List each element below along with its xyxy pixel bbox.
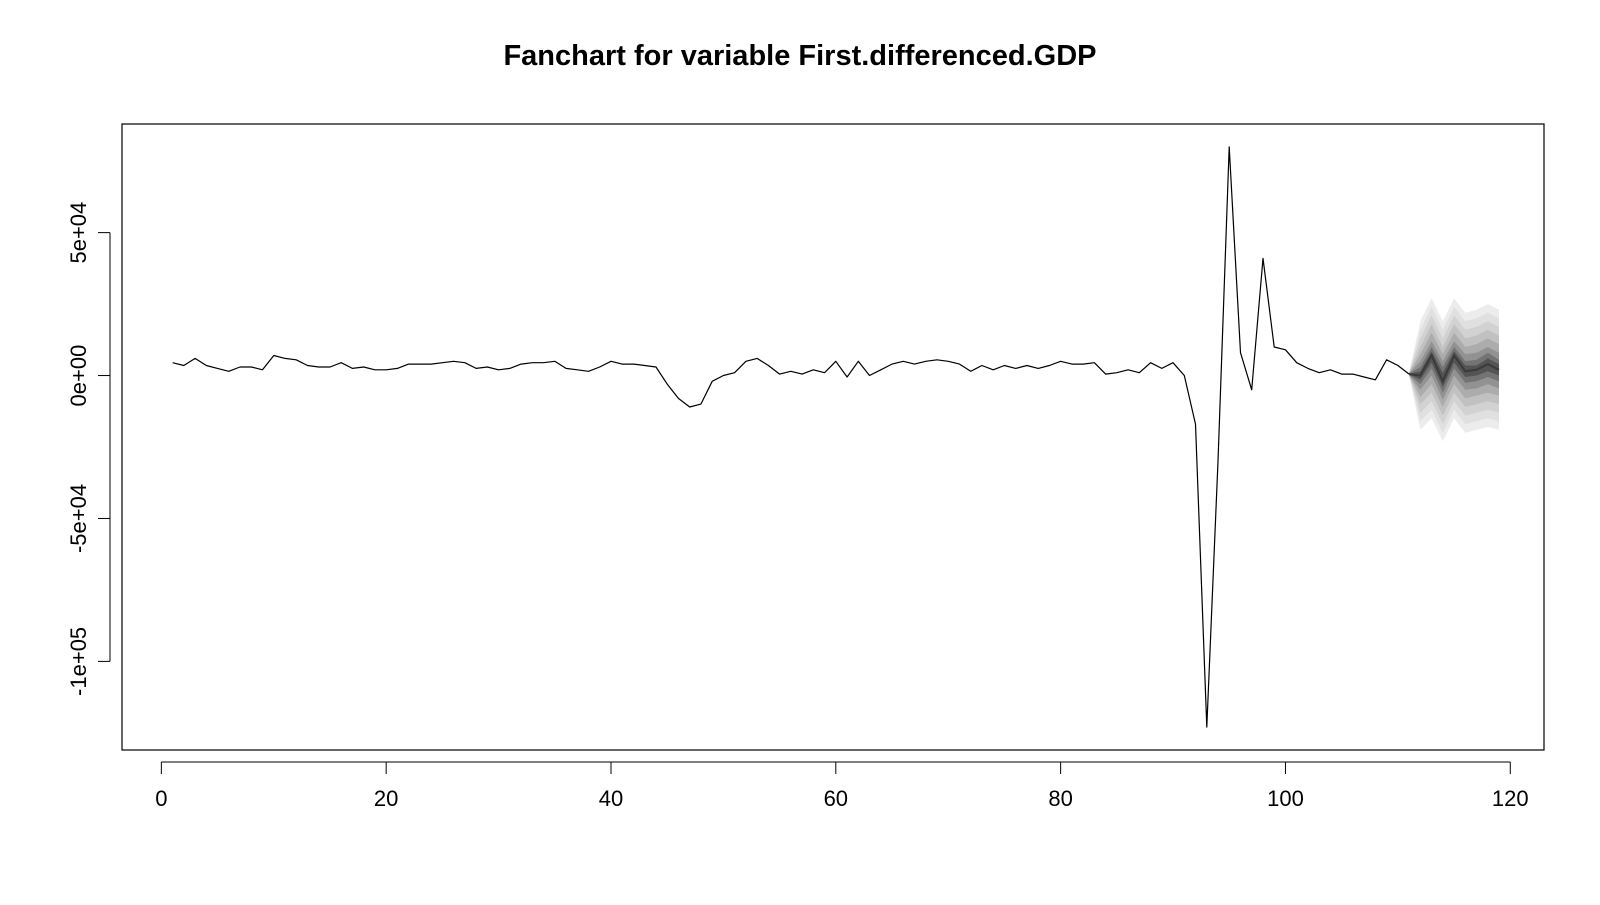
plot-frame bbox=[121, 123, 1545, 751]
x-tick-label: 0 bbox=[155, 786, 167, 811]
chart-title: Fanchart for variable First.differenced.… bbox=[503, 40, 1097, 72]
x-tick-label: 20 bbox=[374, 786, 398, 811]
series-line-1 bbox=[172, 146, 1410, 728]
y-tick-label: -5e+04 bbox=[66, 484, 91, 553]
x-tick-label: 120 bbox=[1492, 786, 1529, 811]
x-tick-label: 60 bbox=[824, 786, 848, 811]
y-tick-label: 5e+04 bbox=[66, 202, 91, 264]
fan-median-line bbox=[1408, 353, 1500, 384]
axis-layer: 0 20 40 60 80 100 120 -1e+05 -5e+04 0e+00 5e+04 bbox=[66, 202, 1529, 811]
y-tick-label: 0e+00 bbox=[66, 345, 91, 407]
x-tick-label: 80 bbox=[1048, 786, 1072, 811]
line-layer bbox=[172, 146, 1410, 728]
x-tick-label: 40 bbox=[599, 786, 623, 811]
x-tick-label: 100 bbox=[1267, 786, 1304, 811]
fan-layer bbox=[1408, 298, 1500, 442]
fan-band-8 bbox=[1409, 351, 1499, 387]
y-tick-label: -1e+05 bbox=[66, 627, 91, 696]
